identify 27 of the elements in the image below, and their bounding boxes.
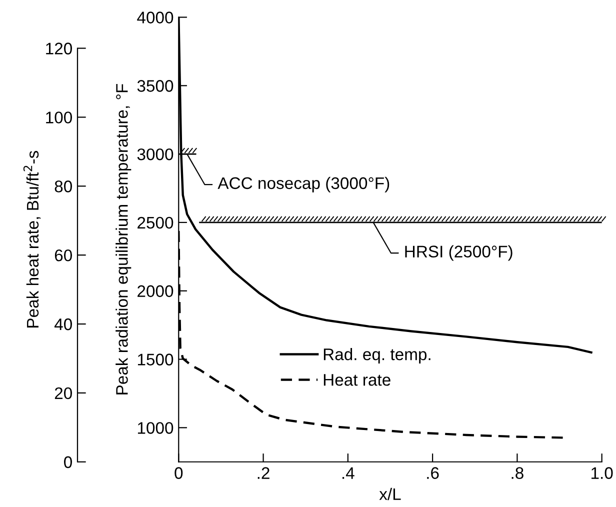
x-tick-label: .8 <box>512 467 524 479</box>
y-tick-label: 1000 <box>138 422 174 434</box>
x-tick-label: .2 <box>258 467 270 479</box>
y2-tick-label: 20 <box>54 387 72 400</box>
y2-tick-label: 100 <box>46 112 72 124</box>
x-tick-label: .4 <box>342 467 354 479</box>
y2-tick-label: 120 <box>46 42 72 54</box>
annotation: HRSI (2500°F) <box>405 245 512 261</box>
y-tick-label: 3000 <box>137 148 174 160</box>
annotation: ACC nosecap (3000°F) <box>218 176 390 192</box>
legend-label: Rad. eq. temp. <box>324 348 430 364</box>
x-tick-label: .6 <box>427 467 439 479</box>
y2-tick-label: 60 <box>54 249 72 262</box>
y2-tick-label: 40 <box>54 318 72 330</box>
x-tick-label: 0 <box>174 467 183 479</box>
y-tick-label: 2500 <box>138 216 174 229</box>
y-tick-label: 3500 <box>137 80 174 92</box>
y2-axis-title: Peak heat rate, Btu/ft$^{2}$-s <box>23 150 41 328</box>
y-tick-label: 2000 <box>138 285 174 298</box>
legend-label: Heat rate <box>324 374 390 386</box>
x-axis-title: x/L <box>379 488 401 500</box>
x-tick-label: 1.0 <box>592 467 613 479</box>
y2-tick-label: 0 <box>64 456 72 468</box>
y-axis-title: Peak radiation equilibrium temperature, °F <box>116 84 132 394</box>
y2-tick-label: 80 <box>54 180 72 192</box>
y-tick-label: 1500 <box>138 354 174 366</box>
y-tick-label: 4000 <box>137 12 174 24</box>
